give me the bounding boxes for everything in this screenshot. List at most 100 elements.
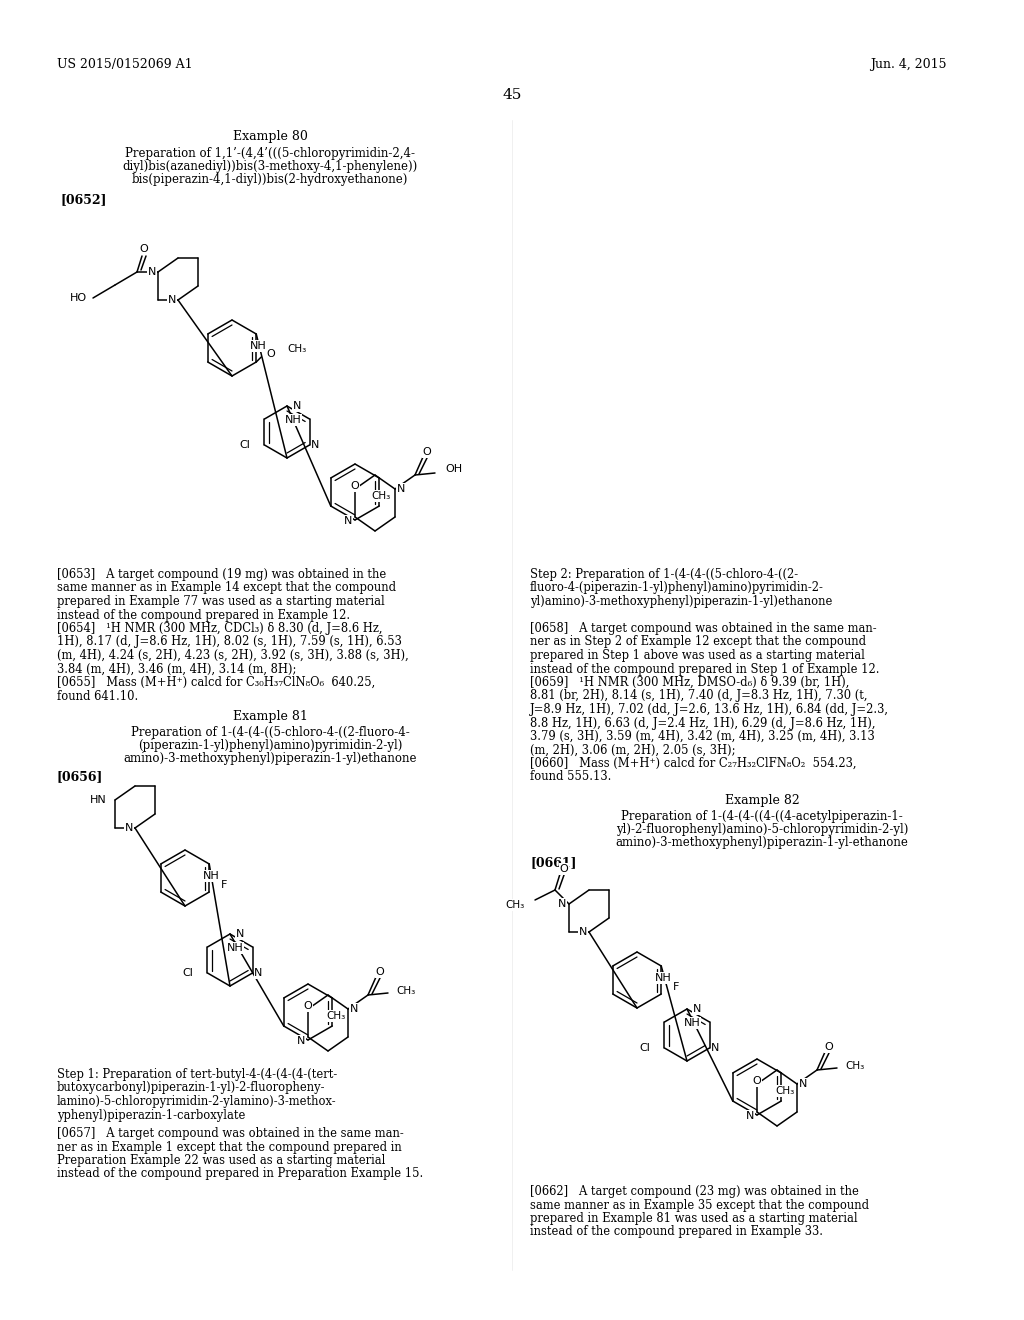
Text: HO: HO [70,293,87,304]
Text: [0657]   A target compound was obtained in the same man-: [0657] A target compound was obtained in… [57,1127,403,1140]
Text: NH: NH [226,942,244,953]
Text: prepared in Step 1 above was used as a starting material: prepared in Step 1 above was used as a s… [530,649,865,663]
Text: N: N [147,267,157,277]
Text: N: N [745,1111,755,1121]
Text: yl)amino)-3-methoxyphenyl)piperazin-1-yl)ethanone: yl)amino)-3-methoxyphenyl)piperazin-1-yl… [530,595,833,609]
Text: (m, 4H), 4.24 (s, 2H), 4.23 (s, 2H), 3.92 (s, 3H), 3.88 (s, 3H),: (m, 4H), 4.24 (s, 2H), 4.23 (s, 2H), 3.9… [57,649,409,663]
Text: Preparation of 1-(4-(4-((5-chloro-4-((2-fluoro-4-: Preparation of 1-(4-(4-((5-chloro-4-((2-… [131,726,410,739]
Text: O: O [267,348,275,359]
Text: ner as in Step 2 of Example 12 except that the compound: ner as in Step 2 of Example 12 except th… [530,635,866,648]
Text: Cl: Cl [182,968,194,978]
Text: O: O [139,244,148,253]
Text: N: N [168,294,176,305]
Text: NH: NH [285,414,301,425]
Text: N: N [350,1005,358,1014]
Text: CH₃: CH₃ [288,345,306,354]
Text: [0653]   A target compound (19 mg) was obtained in the: [0653] A target compound (19 mg) was obt… [57,568,386,581]
Text: 1H), 8.17 (d, J=8.6 Hz, 1H), 8.02 (s, 1H), 7.59 (s, 1H), 6.53: 1H), 8.17 (d, J=8.6 Hz, 1H), 8.02 (s, 1H… [57,635,401,648]
Text: amino)-3-methoxyphenyl)piperazin-1-yl)ethanone: amino)-3-methoxyphenyl)piperazin-1-yl)et… [123,752,417,766]
Text: (m, 2H), 3.06 (m, 2H), 2.05 (s, 3H);: (m, 2H), 3.06 (m, 2H), 2.05 (s, 3H); [530,743,735,756]
Text: CH₃: CH₃ [775,1086,795,1096]
Text: Step 2: Preparation of 1-(4-(4-((5-chloro-4-((2-: Step 2: Preparation of 1-(4-(4-((5-chlor… [530,568,798,581]
Text: Preparation Example 22 was used as a starting material: Preparation Example 22 was used as a sta… [57,1154,385,1167]
Text: 8.81 (br, 2H), 8.14 (s, 1H), 7.40 (d, J=8.3 Hz, 1H), 7.30 (t,: 8.81 (br, 2H), 8.14 (s, 1H), 7.40 (d, J=… [530,689,867,702]
Text: [0660]   Mass (M+H⁺) calcd for C₂₇H₃₂ClFN₈O₂  554.23,: [0660] Mass (M+H⁺) calcd for C₂₇H₃₂ClFN₈… [530,756,856,770]
Text: instead of the compound prepared in Preparation Example 15.: instead of the compound prepared in Prep… [57,1167,423,1180]
Text: O: O [753,1076,762,1086]
Text: Step 1: Preparation of tert-butyl-4-(4-(4-(4-(tert-: Step 1: Preparation of tert-butyl-4-(4-(… [57,1068,337,1081]
Text: ner as in Example 1 except that the compound prepared in: ner as in Example 1 except that the comp… [57,1140,401,1154]
Text: J=8.9 Hz, 1H), 7.02 (dd, J=2.6, 13.6 Hz, 1H), 6.84 (dd, J=2.3,: J=8.9 Hz, 1H), 7.02 (dd, J=2.6, 13.6 Hz,… [530,704,889,715]
Text: O: O [423,447,431,457]
Text: N: N [297,1036,305,1045]
Text: US 2015/0152069 A1: US 2015/0152069 A1 [57,58,193,71]
Text: NH: NH [684,1018,700,1028]
Text: F: F [221,880,227,890]
Text: CH₃: CH₃ [396,986,416,997]
Text: Jun. 4, 2015: Jun. 4, 2015 [870,58,946,71]
Text: CH₃: CH₃ [371,491,390,502]
Text: instead of the compound prepared in Example 33.: instead of the compound prepared in Exam… [530,1225,823,1238]
Text: (piperazin-1-yl)phenyl)amino)pyrimidin-2-yl): (piperazin-1-yl)phenyl)amino)pyrimidin-2… [138,739,402,752]
Text: Example 80: Example 80 [232,129,307,143]
Text: yl)-2-fluorophenyl)amino)-5-chloropyrimidin-2-yl): yl)-2-fluorophenyl)amino)-5-chloropyrimi… [615,822,908,836]
Text: O: O [304,1001,312,1011]
Text: Preparation of 1,1’-(4,4’(((5-chloropyrimidin-2,4-: Preparation of 1,1’-(4,4’(((5-chloropyri… [125,147,415,160]
Text: N: N [311,440,319,450]
Text: N: N [579,927,587,937]
Text: Example 81: Example 81 [232,710,307,723]
Text: same manner as in Example 14 except that the compound: same manner as in Example 14 except that… [57,582,396,594]
Text: lamino)-5-chloropyrimidin-2-ylamino)-3-methox-: lamino)-5-chloropyrimidin-2-ylamino)-3-m… [57,1096,337,1107]
Text: Cl: Cl [640,1043,650,1053]
Text: OH: OH [445,465,462,474]
Text: 8.8 Hz, 1H), 6.63 (d, J=2.4 Hz, 1H), 6.29 (d, J=8.6 Hz, 1H),: 8.8 Hz, 1H), 6.63 (d, J=2.4 Hz, 1H), 6.2… [530,717,876,730]
Text: instead of the compound prepared in Step 1 of Example 12.: instead of the compound prepared in Step… [530,663,880,676]
Text: found 555.13.: found 555.13. [530,771,611,784]
Text: prepared in Example 81 was used as a starting material: prepared in Example 81 was used as a sta… [530,1212,858,1225]
Text: amino)-3-methoxyphenyl)piperazin-1-yl-ethanone: amino)-3-methoxyphenyl)piperazin-1-yl-et… [615,836,908,849]
Text: [0656]: [0656] [57,770,103,783]
Text: F: F [673,982,680,993]
Text: Example 82: Example 82 [725,795,800,807]
Text: N: N [293,401,301,411]
Text: N: N [693,1005,701,1014]
Text: butoxycarbonyl)piperazin-1-yl)-2-fluoropheny-: butoxycarbonyl)piperazin-1-yl)-2-fluorop… [57,1081,326,1094]
Text: CH₃: CH₃ [506,900,525,909]
Text: instead of the compound prepared in Example 12.: instead of the compound prepared in Exam… [57,609,350,622]
Text: NH: NH [250,341,266,351]
Text: [0652]: [0652] [60,193,106,206]
Text: N: N [712,1043,720,1053]
Text: O: O [560,865,568,874]
Text: Cl: Cl [240,440,251,450]
Text: NH: NH [203,871,219,880]
Text: 45: 45 [503,88,521,102]
Text: O: O [350,480,359,491]
Text: fluoro-4-(piperazin-1-yl)phenyl)amino)pyrimidin-2-: fluoro-4-(piperazin-1-yl)phenyl)amino)py… [530,582,824,594]
Text: [0659]   ¹H NMR (300 MHz, DMSO-d₆) δ 9.39 (br, 1H),: [0659] ¹H NMR (300 MHz, DMSO-d₆) δ 9.39 … [530,676,849,689]
Text: CH₃: CH₃ [326,1011,345,1020]
Text: [0654]   ¹H NMR (300 MHz, CDCl₃) δ 8.30 (d, J=8.6 Hz,: [0654] ¹H NMR (300 MHz, CDCl₃) δ 8.30 (d… [57,622,383,635]
Text: same manner as in Example 35 except that the compound: same manner as in Example 35 except that… [530,1199,869,1212]
Text: 3.84 (m, 4H), 3.46 (m, 4H), 3.14 (m, 8H);: 3.84 (m, 4H), 3.46 (m, 4H), 3.14 (m, 8H)… [57,663,296,676]
Text: prepared in Example 77 was used as a starting material: prepared in Example 77 was used as a sta… [57,595,385,609]
Text: diyl)bis(azanediyl))bis(3-methoxy-4,1-phenylene)): diyl)bis(azanediyl))bis(3-methoxy-4,1-ph… [123,160,418,173]
Text: 3.79 (s, 3H), 3.59 (m, 4H), 3.42 (m, 4H), 3.25 (m, 4H), 3.13: 3.79 (s, 3H), 3.59 (m, 4H), 3.42 (m, 4H)… [530,730,874,743]
Text: yphenyl)piperazin-1-carboxylate: yphenyl)piperazin-1-carboxylate [57,1109,246,1122]
Text: O: O [824,1041,834,1052]
Text: N: N [558,899,566,909]
Text: HN: HN [90,795,106,805]
Text: N: N [125,822,133,833]
Text: N: N [397,484,406,494]
Text: N: N [254,968,263,978]
Text: found 641.10.: found 641.10. [57,689,138,702]
Text: bis(piperazin-4,1-diyl))bis(2-hydroxyethanone): bis(piperazin-4,1-diyl))bis(2-hydroxyeth… [132,173,409,186]
Text: N: N [799,1078,807,1089]
Text: [0658]   A target compound was obtained in the same man-: [0658] A target compound was obtained in… [530,622,877,635]
Text: Preparation of 1-(4-(4-((4-((4-acetylpiperazin-1-: Preparation of 1-(4-(4-((4-((4-acetylpip… [622,810,903,822]
Text: O: O [376,968,384,977]
Text: N: N [344,516,352,525]
Text: [0661]: [0661] [530,855,577,869]
Text: [0655]   Mass (M+H⁺) calcd for C₃₀H₃₇ClN₈O₆  640.25,: [0655] Mass (M+H⁺) calcd for C₃₀H₃₇ClN₈O… [57,676,375,689]
Text: N: N [236,929,245,939]
Text: CH₃: CH₃ [845,1061,864,1071]
